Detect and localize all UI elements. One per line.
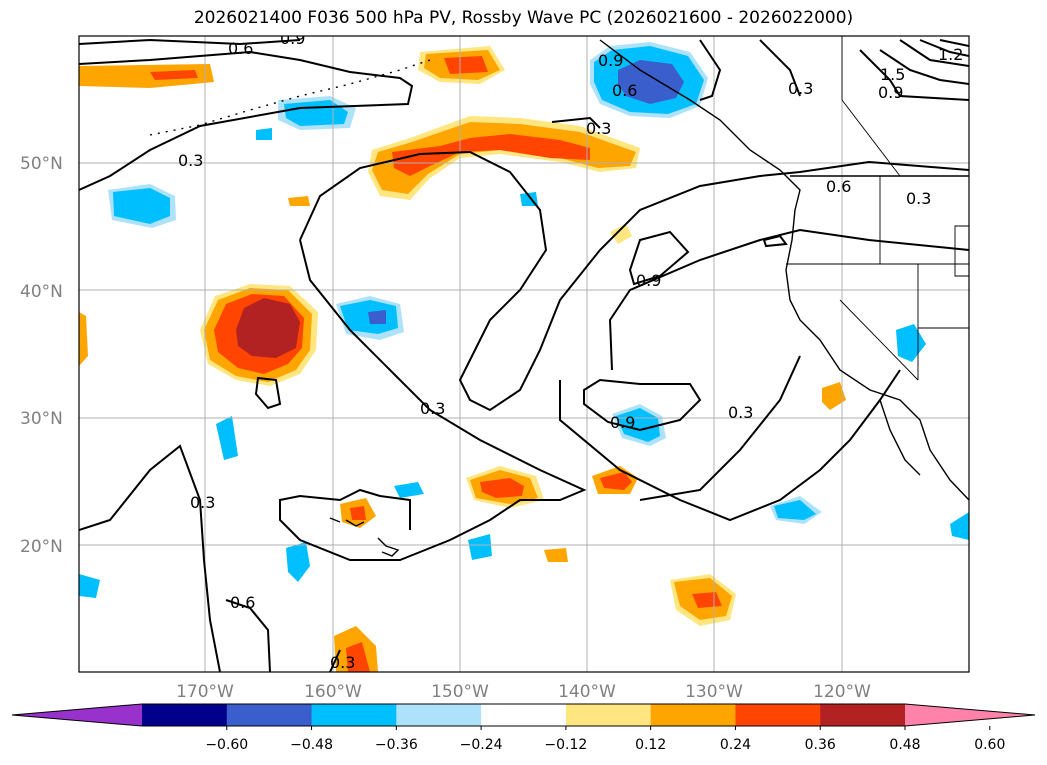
colorbar-tick-label: −0.60 [205, 737, 248, 753]
longitude-labels: 170°W 160°W 150°W 140°W 130°W 120°W [176, 682, 871, 702]
colorbar-segment [820, 704, 906, 726]
coastlines [149, 36, 969, 557]
colorbar-segment [650, 704, 736, 726]
colorbar-outline [11, 703, 1036, 727]
contour-label: 0.3 [906, 189, 931, 208]
contour-label: 0.3 [190, 493, 215, 512]
contour-label: 0.3 [330, 653, 355, 672]
contour-label: 0.3 [420, 399, 445, 418]
lat-label: 40°N [20, 282, 63, 302]
colorbar-tick-label: 0.60 [974, 737, 1005, 753]
colorbar-segment [311, 704, 397, 726]
contour-label: 0.9 [636, 271, 661, 290]
lon-label: 130°W [685, 682, 743, 702]
colorbar-extend-max [905, 704, 1035, 726]
contour-label: 0.9 [598, 51, 623, 70]
contour-label: 0.3 [728, 403, 753, 422]
colorbar-segment [735, 704, 821, 726]
colorbar-segment [396, 704, 482, 726]
contour-label: 0.6 [612, 81, 637, 100]
lon-label: 160°W [304, 682, 362, 702]
contour-label: 0.9 [878, 83, 903, 102]
lat-label: 20°N [20, 537, 63, 557]
contour-label: 0.3 [178, 151, 203, 170]
pv-shading [79, 42, 969, 672]
lon-label: 120°W [813, 682, 871, 702]
colorbar-tick-label: 0.24 [720, 737, 751, 753]
contour-label: 0.6 [230, 593, 255, 612]
map-title: 2026021400 F036 500 hPa PV, Rossby Wave … [193, 8, 854, 28]
lat-label: 50°N [20, 154, 63, 174]
colorbar-segment [481, 704, 567, 726]
colorbar: −0.60 −0.48 −0.36 −0.24 −0.12 0.12 0.24 0.36 0.4… [11, 703, 1036, 753]
colorbar-tick-label: −0.48 [290, 737, 333, 753]
contour-label: 0.3 [788, 79, 813, 98]
colorbar-extend-min [12, 704, 142, 726]
lon-label: 150°W [431, 682, 489, 702]
contour-label: 0.6 [826, 177, 851, 196]
contour-label: 0.9 [280, 29, 305, 48]
contour-label: 1.5 [880, 65, 905, 84]
colorbar-segment [142, 704, 228, 726]
lat-label: 30°N [20, 409, 63, 429]
contour-label: 0.6 [228, 39, 253, 58]
contour-label: 0.9 [610, 413, 635, 432]
colorbar-tick-label: 0.48 [889, 737, 920, 753]
contour-label: 0.3 [586, 119, 611, 138]
lon-label: 140°W [558, 682, 616, 702]
colorbar-tick-label: −0.36 [375, 737, 418, 753]
pv-contours [79, 38, 969, 672]
colorbar-tick-label: −0.24 [460, 737, 503, 753]
latitude-labels: 50°N 40°N 30°N 20°N [20, 154, 63, 557]
colorbar-tick-label: −0.12 [544, 737, 587, 753]
colorbar-segment [226, 704, 313, 726]
colorbar-segment [565, 704, 652, 726]
lon-label: 170°W [176, 682, 234, 702]
contour-labels: 0.6 0.9 0.9 0.6 0.3 0.9 1.5 1.2 0.3 0.3 … [178, 29, 963, 672]
map-frame [78, 35, 970, 673]
contour-label: 1.2 [938, 45, 963, 64]
colorbar-tick-label: 0.12 [635, 737, 666, 753]
colorbar-tick-label: 0.36 [805, 737, 836, 753]
